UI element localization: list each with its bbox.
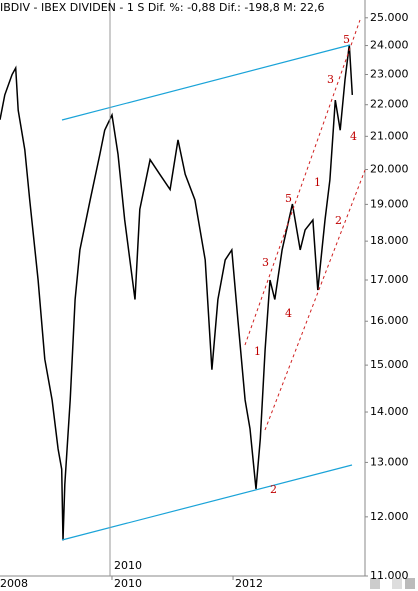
y-tick-label: 19.000 xyxy=(370,197,409,210)
y-tick-label: 24.000 xyxy=(370,39,409,52)
wave-label: 1 xyxy=(314,176,321,189)
y-tick-label: 15.000 xyxy=(370,358,409,371)
channel-line xyxy=(264,169,366,431)
y-tick-label: 12.000 xyxy=(370,510,409,523)
y-tick-label: 20.000 xyxy=(370,163,409,176)
y-tick-label: 11.000 xyxy=(370,569,409,582)
y-tick-label: 25.000 xyxy=(370,11,409,24)
cursor-label: 2010 xyxy=(114,559,142,572)
x-tick-label: 2010 xyxy=(114,577,142,590)
wave-label: 3 xyxy=(262,256,269,269)
wave-label: 4 xyxy=(350,130,357,143)
wave-label: 1 xyxy=(254,345,261,358)
scroll-button[interactable] xyxy=(392,578,402,589)
y-tick-label: 14.000 xyxy=(370,405,409,418)
y-tick-label: 18.000 xyxy=(370,234,409,247)
wave-label: 5 xyxy=(343,33,350,46)
y-tick-label: 13.000 xyxy=(370,455,409,468)
price-line xyxy=(0,44,354,541)
y-tick-label: 23.000 xyxy=(370,67,409,80)
y-tick-label: 21.000 xyxy=(370,129,409,142)
wave-label: 2 xyxy=(270,483,277,496)
scroll-button[interactable] xyxy=(405,578,415,589)
wave-label: 4 xyxy=(285,307,292,320)
y-tick-label: 17.000 xyxy=(370,273,409,286)
wave-label: 3 xyxy=(327,73,334,86)
y-tick-label: 22.000 xyxy=(370,98,409,111)
y-tick-label: 16.000 xyxy=(370,314,409,327)
x-tick-label: 2012 xyxy=(235,577,263,590)
scroll-button[interactable] xyxy=(370,578,380,589)
wave-label: 2 xyxy=(335,214,342,227)
x-tick-label: 2008 xyxy=(0,577,28,590)
wave-label: 5 xyxy=(285,192,292,205)
chart-title: IBDIV - IBEX DIVIDEN - 1 S Dif. %: -0,88… xyxy=(0,1,324,14)
